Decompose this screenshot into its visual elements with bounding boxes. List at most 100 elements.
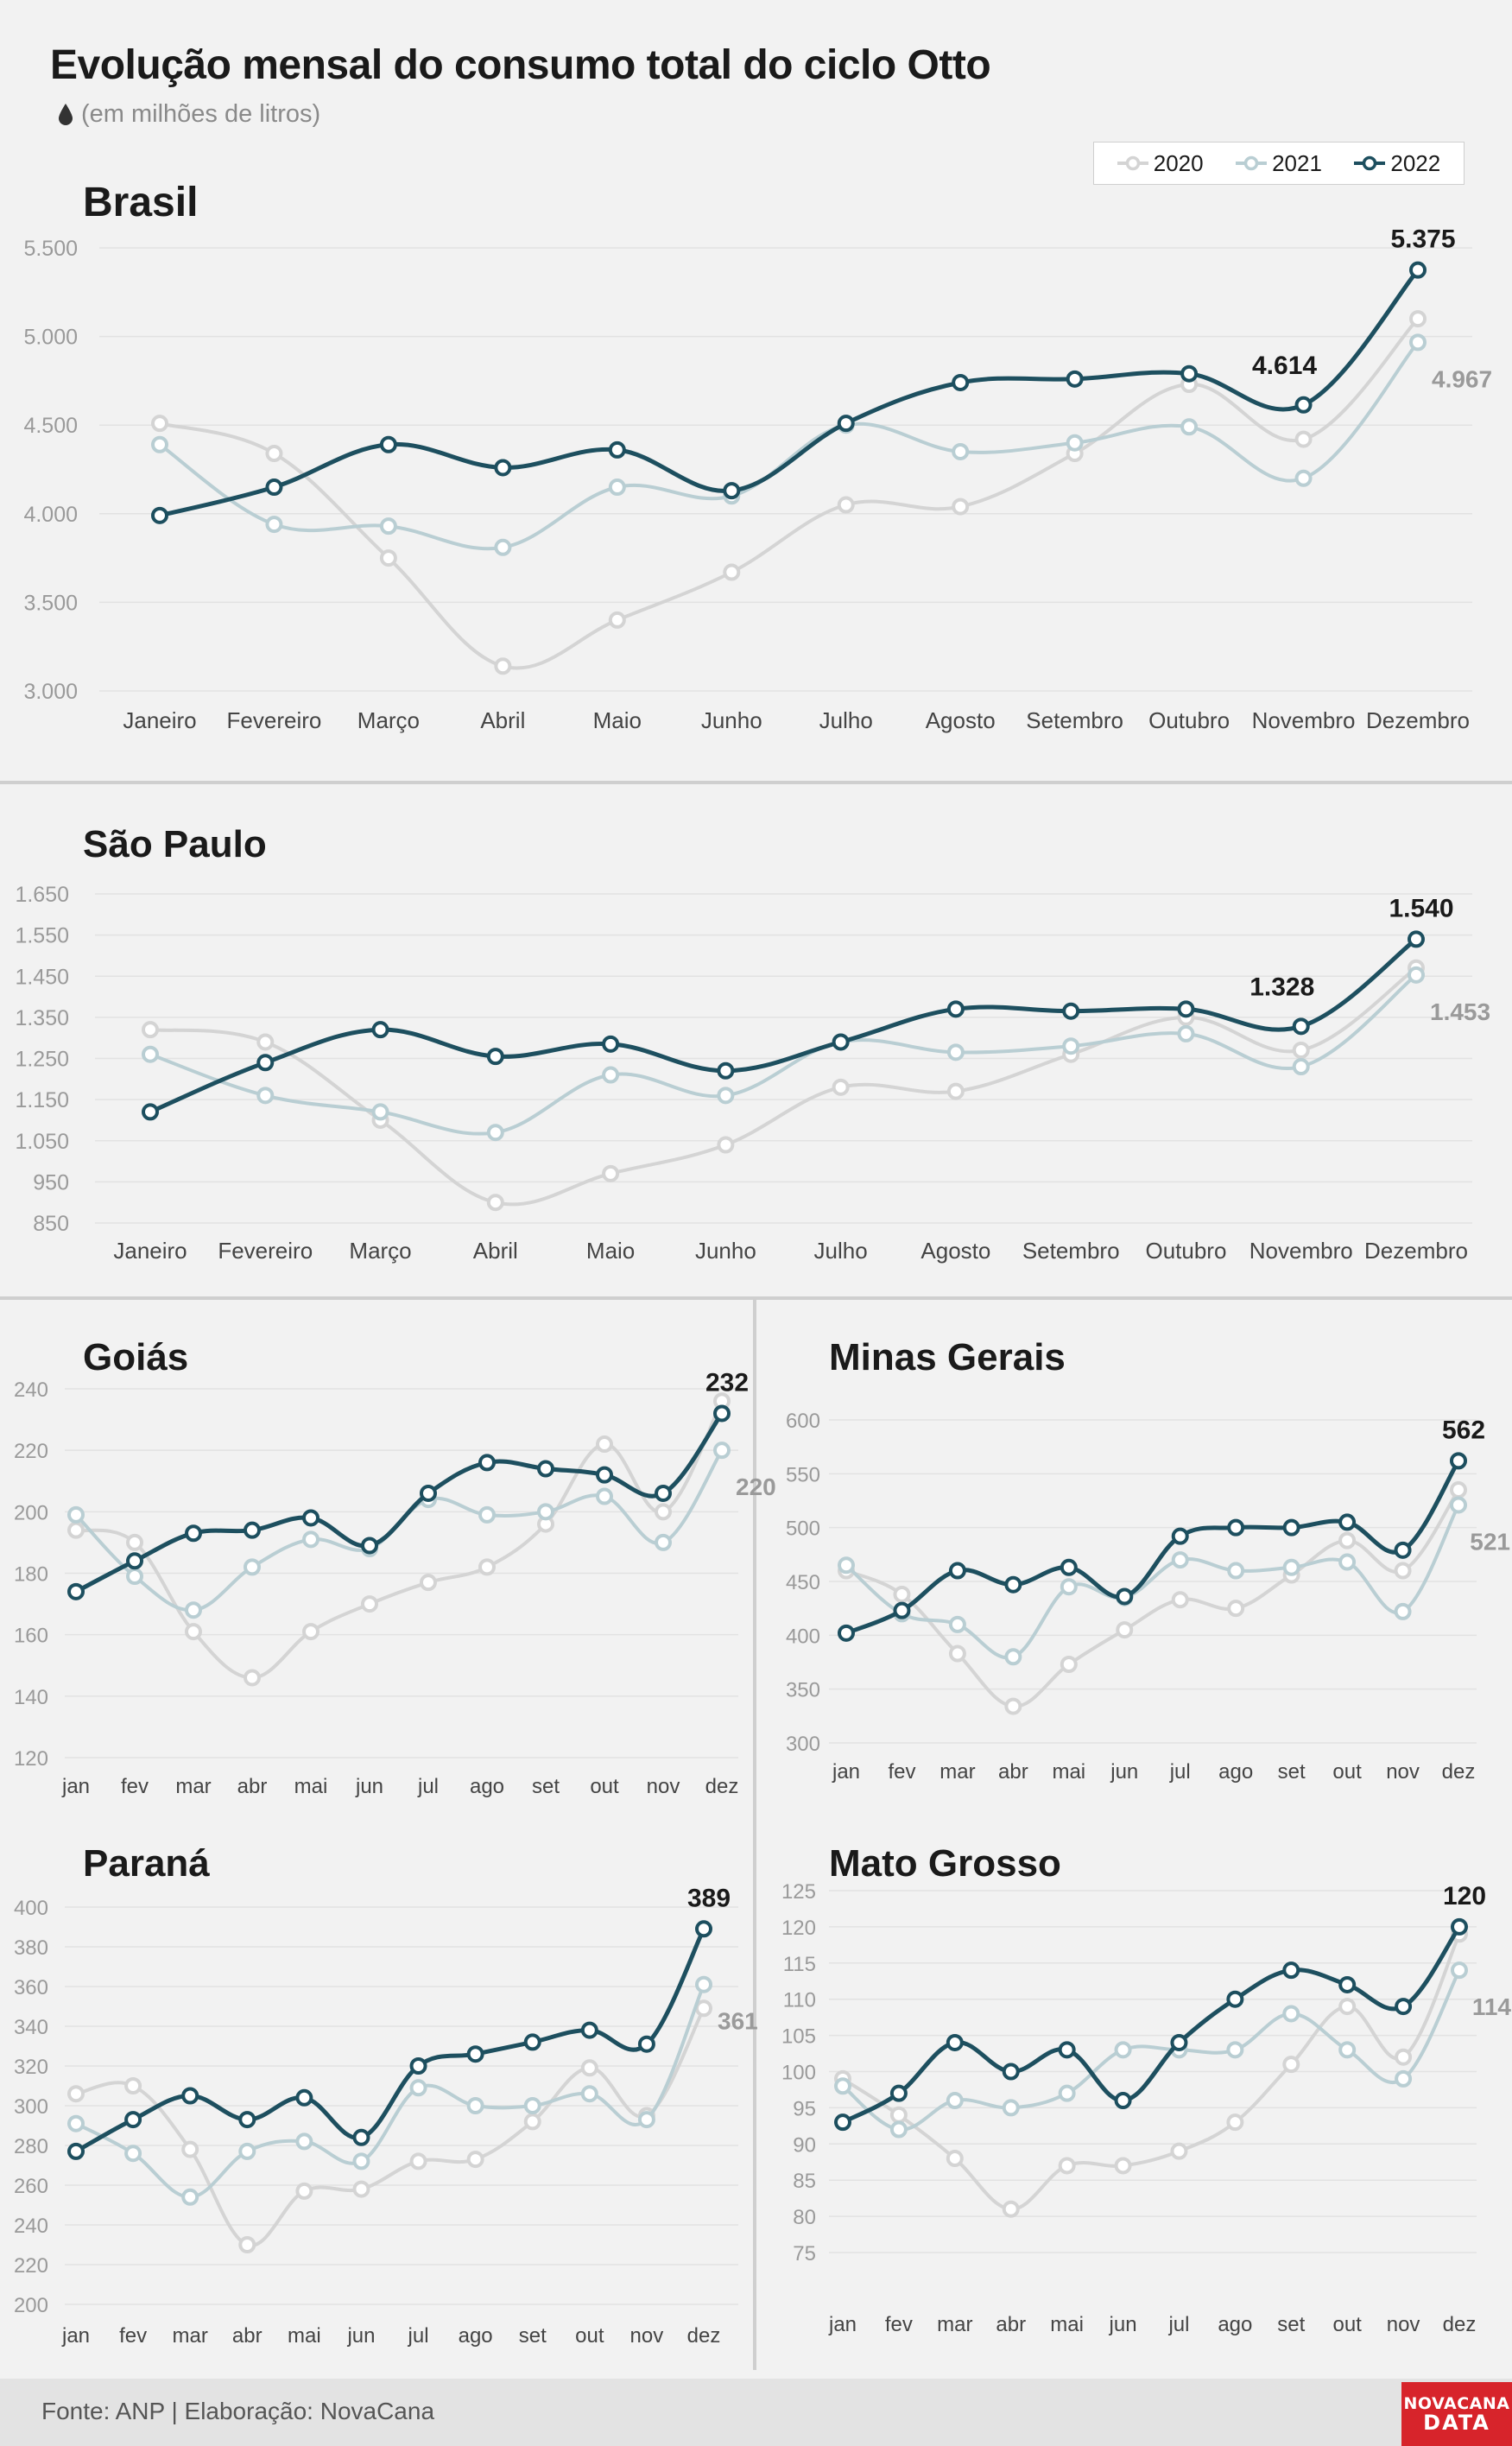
data-point-2021 (946, 2092, 964, 2110)
x-tick-label: Fevereiro (218, 1238, 313, 1264)
x-tick-label: mar (939, 1760, 975, 1784)
data-point-2020 (946, 1082, 965, 1100)
data-point-2021 (124, 2145, 142, 2163)
x-tick-label: Maio (593, 707, 642, 733)
y-tick-label: 80 (793, 2206, 816, 2229)
data-point-2021 (409, 2079, 427, 2097)
y-tick-label: 5.000 (23, 326, 78, 350)
data-point-2021 (713, 1442, 731, 1460)
y-tick-label: 550 (786, 1463, 820, 1486)
x-tick-label: Novembro (1252, 707, 1356, 733)
data-point-2020 (717, 1136, 735, 1154)
y-tick-label: 1.450 (15, 965, 69, 989)
data-point-2022 (608, 440, 626, 459)
series-line-2022 (845, 1460, 1461, 1636)
data-point-2022 (596, 1466, 613, 1484)
data-point-2021 (596, 1487, 613, 1505)
x-tick-label: out (575, 2324, 604, 2348)
x-tick-label: abr (996, 2313, 1026, 2336)
data-point-2020 (142, 1021, 159, 1039)
data-point-2020 (352, 2180, 370, 2198)
data-point-2022 (494, 459, 512, 477)
data-point-2022 (952, 373, 970, 391)
data-point-2021 (637, 2111, 655, 2129)
y-tick-label: 280 (14, 2135, 48, 2158)
data-label: 521 (1470, 1528, 1510, 1555)
data-point-2020 (1004, 1697, 1022, 1715)
x-tick-label: nov (1386, 1760, 1420, 1784)
x-tick-label: mar (173, 2324, 208, 2348)
data-point-2022 (1116, 1587, 1134, 1606)
data-point-2022 (466, 2045, 484, 2063)
chart-panel-0: Brasil 3.000 3.500 4.000 4.500 5.000 5.500 Jane… (23, 180, 1492, 733)
data-point-2020 (948, 1644, 966, 1663)
data-point-2021 (1114, 2041, 1132, 2059)
data-point-2022 (1058, 2041, 1076, 2059)
data-point-2021 (181, 2188, 199, 2206)
data-point-2020 (181, 2140, 199, 2158)
data-point-2021 (1062, 1037, 1080, 1055)
data-point-2022 (1180, 364, 1199, 383)
data-point-2021 (1282, 2005, 1300, 2023)
data-point-2020 (67, 1521, 85, 1539)
y-tick-label: 90 (793, 2133, 816, 2157)
data-point-2020 (889, 2106, 908, 2124)
data-point-2022 (1394, 1541, 1412, 1559)
data-point-2022 (181, 2087, 199, 2105)
data-point-2020 (124, 2077, 142, 2094)
data-point-2022 (238, 2111, 256, 2129)
x-tick-label: out (1332, 2313, 1362, 2336)
x-tick-label: set (1277, 2313, 1305, 2336)
data-point-2022 (948, 1562, 966, 1580)
data-point-2020 (580, 2059, 598, 2077)
data-point-2022 (486, 1048, 504, 1066)
x-tick-label: mai (1050, 2313, 1084, 2336)
x-tick-label: Abril (480, 707, 525, 733)
series-line-2022 (74, 1928, 706, 2154)
data-point-2021 (142, 1045, 159, 1063)
x-tick-label: Junho (701, 707, 762, 733)
x-tick-label: abr (232, 2324, 263, 2348)
data-point-2021 (948, 1615, 966, 1633)
data-point-2022 (1004, 1575, 1022, 1594)
data-point-2020 (523, 2113, 541, 2131)
data-point-2022 (837, 415, 855, 433)
data-point-2022 (352, 2128, 370, 2146)
data-point-2021 (238, 2142, 256, 2160)
data-point-2020 (695, 1999, 712, 2018)
chart-title: Goiás (83, 1336, 188, 1378)
y-tick-label: 3.000 (23, 680, 78, 704)
data-point-2020 (361, 1595, 378, 1613)
series-line-2020 (149, 966, 1418, 1207)
data-point-2022 (637, 2035, 655, 2053)
y-tick-label: 5.500 (23, 237, 78, 261)
data-point-2021 (1171, 1551, 1189, 1569)
data-point-2020 (295, 2182, 313, 2200)
y-tick-label: 220 (14, 1440, 48, 1463)
y-tick-label: 340 (14, 2016, 48, 2039)
x-tick-label: Janeiro (123, 707, 196, 733)
data-point-2021 (1294, 469, 1313, 487)
x-tick-label: jun (1110, 1760, 1138, 1784)
data-point-2021 (1180, 418, 1199, 436)
x-tick-label: jan (828, 2313, 857, 2336)
data-point-2020 (608, 611, 626, 629)
y-tick-label: 75 (793, 2242, 816, 2265)
data-point-2022 (1170, 2033, 1188, 2051)
data-point-2020 (946, 2150, 964, 2168)
data-point-2021 (1409, 333, 1427, 352)
x-tick-label: jun (355, 1775, 383, 1798)
data-point-2022 (1409, 261, 1427, 279)
x-tick-label: jun (1109, 2313, 1137, 2336)
data-label: 1.328 (1249, 973, 1314, 1001)
y-tick-label: 380 (14, 1936, 48, 1960)
x-tick-label: Julho (819, 707, 873, 733)
data-point-2021 (302, 1530, 319, 1549)
x-tick-label: Março (357, 707, 420, 733)
legend-label: 2021 (1272, 149, 1322, 176)
data-point-2020 (723, 563, 741, 581)
data-point-2021 (946, 1043, 965, 1061)
x-tick-label: Dezembro (1366, 707, 1470, 733)
x-tick-label: Fevereiro (227, 707, 322, 733)
y-tick-label: 4.500 (23, 414, 78, 438)
